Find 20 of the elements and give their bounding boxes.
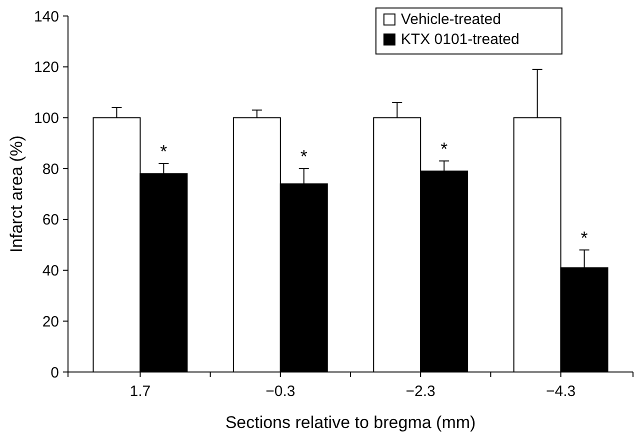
y-tick-label: 40 [42,262,59,280]
y-tick-label: 20 [42,313,59,330]
x-tick-label: −2.3 [406,383,436,400]
x-tick-label: −4.3 [546,383,576,400]
annotation: * [300,146,308,167]
annotation: * [580,228,588,248]
y-tick-label: 140 [34,8,59,26]
legend-label: Vehicle-treated [400,11,502,28]
y-tick-label: 100 [34,110,59,127]
annotation: * [440,138,448,159]
x-tick-label: 1.7 [130,383,151,400]
annotation: * [160,141,168,162]
y-axis-title: Infarct area (%) [7,135,26,253]
x-axis-title: Sections relative to bregma (mm) [225,413,476,432]
y-tick-label: 60 [42,212,59,229]
y-tick-label: 120 [34,59,59,76]
y-tick-label: 0 [50,364,59,382]
legend-label: KTX 0101-treated [400,31,520,48]
x-tick-label: −0.3 [266,383,296,400]
y-tick-label: 80 [42,160,59,178]
